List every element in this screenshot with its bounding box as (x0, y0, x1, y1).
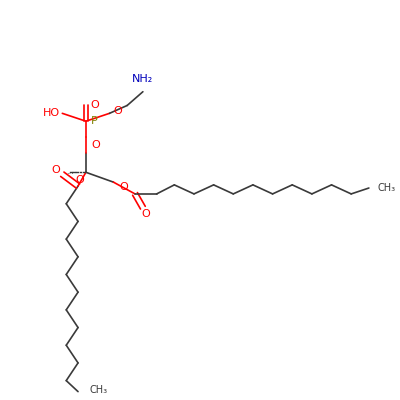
Text: CH₃: CH₃ (378, 183, 396, 193)
Text: O: O (114, 106, 122, 116)
Text: O: O (120, 182, 128, 192)
Text: CH₃: CH₃ (90, 386, 108, 396)
Text: HO: HO (43, 108, 60, 118)
Text: P: P (91, 116, 97, 126)
Text: O: O (91, 100, 99, 110)
Text: NH₂: NH₂ (132, 74, 154, 84)
Text: O: O (51, 165, 60, 175)
Text: ...: ... (66, 167, 74, 176)
Text: O: O (92, 140, 100, 150)
Text: O: O (76, 175, 84, 185)
Text: O: O (142, 208, 150, 218)
